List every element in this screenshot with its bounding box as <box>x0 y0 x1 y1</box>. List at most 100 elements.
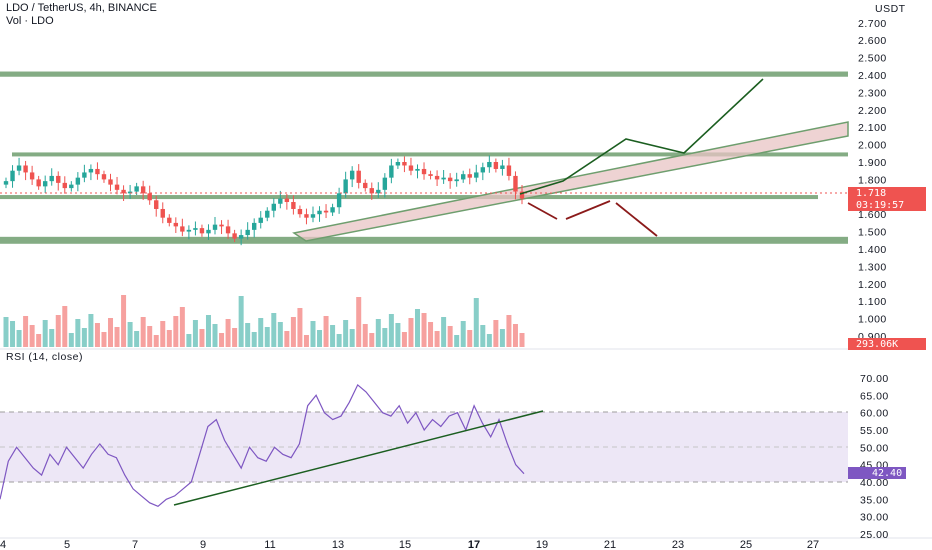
price-tick-label: 1.200 <box>858 279 887 291</box>
horizontal-zone[interactable] <box>12 152 848 157</box>
candle-body <box>467 174 472 178</box>
rsi-trendline[interactable] <box>173 410 544 506</box>
candle-body <box>369 188 374 194</box>
volume-bar <box>49 329 55 347</box>
candle-body <box>3 181 9 185</box>
volume-bar <box>499 329 505 347</box>
time-tick-label: 25 <box>740 539 752 550</box>
candle-body <box>389 165 394 178</box>
candle-body <box>173 222 179 227</box>
candle-body <box>310 214 316 218</box>
volume-bar <box>173 316 179 347</box>
volume-bar <box>271 313 277 347</box>
volume-bar <box>147 326 153 347</box>
volume-bar <box>297 308 303 347</box>
horizontal-zone[interactable] <box>0 71 848 77</box>
volume-bar <box>480 325 486 347</box>
volume-bar <box>225 319 231 347</box>
volume-bar <box>434 331 440 347</box>
candle-body <box>415 168 420 171</box>
candle-body <box>402 162 407 166</box>
candle-body <box>323 210 329 213</box>
candle-body <box>408 165 414 171</box>
candle-body <box>62 182 67 189</box>
volume-bar <box>323 316 329 347</box>
candle-body <box>271 203 276 211</box>
candle-body <box>49 175 54 182</box>
volume-bar <box>232 328 238 347</box>
candle-body <box>519 191 525 199</box>
volume-bar <box>10 321 16 347</box>
price-tick-label: 2.100 <box>858 122 887 134</box>
volume-bar <box>16 330 22 347</box>
volume-bar <box>101 332 107 347</box>
price-tick-label: 1.000 <box>858 314 887 326</box>
volume-bar <box>36 334 42 347</box>
volume-bar <box>356 297 362 347</box>
volume-indicator-label[interactable]: Vol · LDO <box>6 15 54 27</box>
rsi-tick-label: 50.00 <box>860 442 889 454</box>
ascending-channel[interactable] <box>292 121 849 242</box>
volume-bar <box>62 306 68 347</box>
volume-bar <box>108 318 114 347</box>
volume-bar <box>88 314 94 347</box>
candle-body <box>101 174 107 180</box>
candle-body <box>356 170 361 183</box>
candle-body <box>108 179 113 185</box>
candle-body <box>36 179 41 187</box>
candle-body <box>461 174 466 180</box>
volume-bar <box>428 322 434 347</box>
horizontal-zone[interactable] <box>0 236 848 244</box>
candle-body <box>434 175 440 180</box>
volume-bar <box>486 334 492 347</box>
volume-bar <box>284 331 290 347</box>
bearish-projection-path[interactable] <box>527 200 658 237</box>
price-tick-label: 1.500 <box>858 227 887 239</box>
volume-bar <box>375 319 381 347</box>
symbol-title[interactable]: LDO / TetherUS, 4h, BINANCE <box>6 2 157 14</box>
volume-bar <box>382 328 388 347</box>
price-tick-label: 2.400 <box>858 70 887 82</box>
horizontal-zone[interactable] <box>0 195 818 200</box>
candle-body <box>513 175 518 192</box>
volume-bar <box>447 326 453 347</box>
volume-bar <box>506 315 512 347</box>
time-tick-label: 11 <box>264 539 275 550</box>
candle-body <box>304 214 309 218</box>
candle-body <box>278 198 283 204</box>
last-price-tag <box>848 187 926 199</box>
volume-bar <box>238 296 244 347</box>
time-tick-label: 7 <box>132 539 138 550</box>
volume-bar <box>192 320 198 347</box>
price-tick-label: 1.300 <box>858 261 887 273</box>
candle-body <box>382 177 388 190</box>
candle-body <box>69 184 74 189</box>
candle-body <box>160 208 165 218</box>
candle-body <box>474 172 479 178</box>
candle-body <box>95 168 100 175</box>
candle-body <box>297 208 303 215</box>
candle-body <box>180 226 185 232</box>
rsi-tick-label: 35.00 <box>860 494 889 506</box>
candle-body <box>500 165 505 169</box>
volume-bar <box>395 323 401 347</box>
candle-body <box>82 172 87 178</box>
rsi-value: 42.40 <box>872 468 902 479</box>
volume-bar <box>414 309 420 347</box>
time-tick-label: 27 <box>807 539 819 550</box>
volume-bar <box>219 333 225 347</box>
candle-body <box>252 222 257 230</box>
volume-bar <box>55 315 61 347</box>
volume-bar <box>421 313 427 347</box>
volume-bar <box>68 333 74 347</box>
volume-bar <box>330 325 336 347</box>
volume-bar <box>3 317 9 347</box>
candle-body <box>330 207 335 213</box>
candle-body <box>212 224 218 230</box>
bullish-projection-path[interactable] <box>519 78 764 195</box>
candle-body <box>16 165 22 171</box>
candle-body <box>140 186 146 194</box>
volume-bar <box>512 324 518 347</box>
rsi-pane-label[interactable]: RSI (14, close) <box>6 351 83 363</box>
